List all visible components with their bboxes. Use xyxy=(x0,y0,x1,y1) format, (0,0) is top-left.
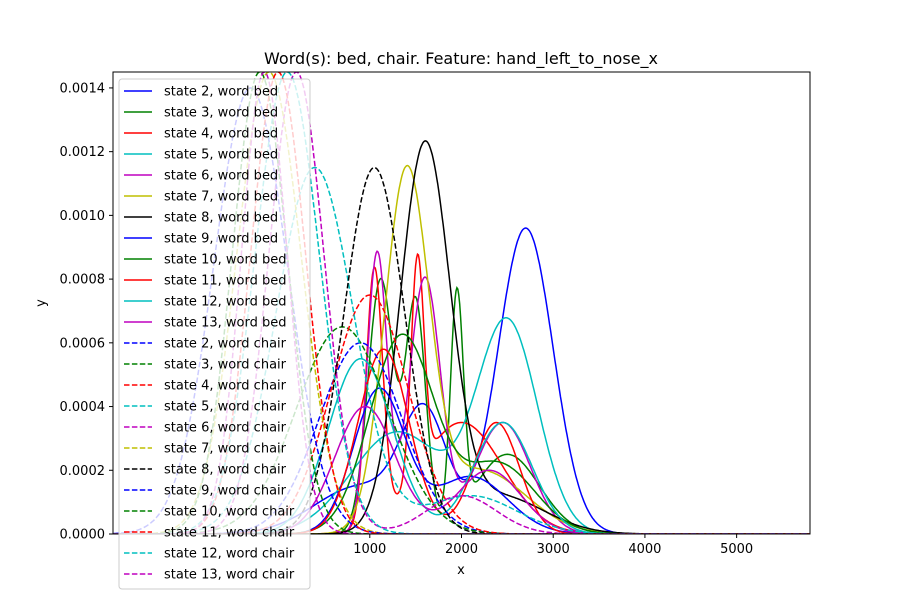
x-axis: 1000 2000 3000 4000 5000 xyxy=(353,534,753,557)
x-tick-label: 1000 xyxy=(353,542,386,557)
legend-entry-label: state 13, word chair xyxy=(164,568,295,583)
y-tick-label: 0.0014 xyxy=(60,81,106,96)
series-line-state-11-word-bed xyxy=(113,348,810,534)
legend-entry-label: state 5, word chair xyxy=(164,400,287,415)
legend-entry-label: state 9, word chair xyxy=(164,484,287,499)
x-tick-label: 3000 xyxy=(537,542,570,557)
legend-entry-label: state 13, word bed xyxy=(164,316,286,331)
series-line-state-9-word-bed xyxy=(113,387,810,534)
legend-entry-label: state 12, word chair xyxy=(164,547,295,562)
series-line-state-7-word-bed xyxy=(113,164,810,534)
x-tick-label: 2000 xyxy=(445,542,478,557)
legend-entry-label: state 5, word bed xyxy=(164,148,278,163)
y-tick-label: 0.0000 xyxy=(60,528,106,543)
y-axis-label: y xyxy=(34,299,49,307)
x-tick-label: 5000 xyxy=(720,542,753,557)
legend-entry-label: state 10, word bed xyxy=(164,253,286,268)
legend-entry-label: state 2, word bed xyxy=(164,85,278,100)
y-tick-label: 0.0010 xyxy=(60,209,106,224)
legend-entry-label: state 12, word bed xyxy=(164,295,286,310)
series-line-state-10-word-bed xyxy=(113,333,810,534)
y-axis: 0.0000 0.0002 0.0004 0.0006 0.0008 0.0010 0.00… xyxy=(60,81,113,543)
series-line-state-12-word-bed xyxy=(113,358,810,534)
y-tick-label: 0.0006 xyxy=(60,336,106,351)
legend-entry-label: state 11, word bed xyxy=(164,274,286,289)
legend-entry-label: state 7, word chair xyxy=(164,442,287,457)
series-line-state-2-word-chair xyxy=(113,342,810,534)
legend-entry-label: state 7, word bed xyxy=(164,190,278,205)
y-tick-label: 0.0004 xyxy=(60,400,106,415)
legend-entry-label: state 9, word bed xyxy=(164,232,278,247)
legend-entry-label: state 4, word bed xyxy=(164,127,278,142)
legend-entry-label: state 8, word chair xyxy=(164,463,287,478)
series-line-state-4-word-bed xyxy=(113,252,810,534)
y-tick-label: 0.0008 xyxy=(60,273,106,288)
series-line-state-8-word-bed xyxy=(113,140,810,534)
series-line-state-13-word-bed xyxy=(113,405,810,534)
legend-entry-label: state 6, word bed xyxy=(164,169,278,184)
series-line-state-3-word-bed xyxy=(113,277,810,534)
legend-entry-label: state 6, word chair xyxy=(164,421,287,436)
series-line-state-6-word-chair xyxy=(113,72,810,534)
x-tick-label: 4000 xyxy=(628,542,661,557)
legend-entry-label: state 4, word chair xyxy=(164,379,287,394)
legend-entry-label: state 3, word bed xyxy=(164,106,278,121)
y-tick-label: 0.0012 xyxy=(60,145,106,160)
legend-entry-label: state 3, word chair xyxy=(164,358,287,373)
series-line-state-8-word-chair xyxy=(113,166,810,534)
chart-title: Word(s): bed, chair. Feature: hand_left_… xyxy=(264,49,658,69)
y-tick-label: 0.0002 xyxy=(60,464,106,479)
legend-box xyxy=(118,78,311,590)
legend-entry-label: state 8, word bed xyxy=(164,211,278,226)
legend-entry-label: state 2, word chair xyxy=(164,337,287,352)
series-line-state-6-word-bed xyxy=(113,250,810,534)
legend-entry-label: state 10, word chair xyxy=(164,505,295,520)
legend: state 2, word bed state 3, word bed state … xyxy=(118,78,311,590)
x-axis-label: x xyxy=(457,563,465,578)
legend-entry-label: state 11, word chair xyxy=(164,526,295,541)
